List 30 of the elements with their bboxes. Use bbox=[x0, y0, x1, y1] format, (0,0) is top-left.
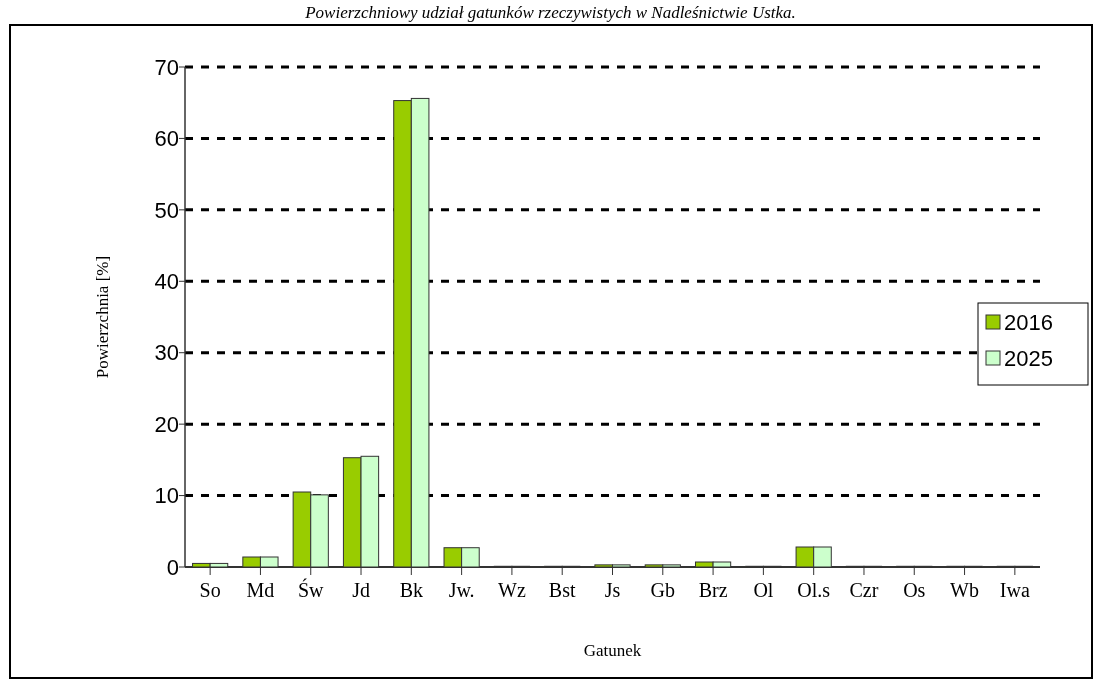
chart-title: Powierzchniowy udział gatunków rzeczywistych w Nadleśnictwie Ustka. bbox=[304, 3, 796, 22]
x-tick-label: Św bbox=[297, 578, 325, 601]
x-tick-label: Brz bbox=[698, 579, 728, 601]
legend-label: 2025 bbox=[1004, 345, 1053, 371]
x-tick-label: Md bbox=[246, 579, 275, 601]
x-tick-label: Os bbox=[903, 579, 926, 601]
y-tick-label: 20 bbox=[154, 411, 179, 437]
x-tick-label: Wz bbox=[498, 579, 526, 601]
x-tick-label: Jw. bbox=[448, 579, 475, 601]
x-tick-label: Gb bbox=[650, 579, 676, 601]
legend-label: 2016 bbox=[1004, 309, 1053, 335]
x-tick-label: Bst bbox=[548, 579, 576, 601]
x-tick-label: Iwa bbox=[999, 579, 1030, 601]
y-tick-label: 40 bbox=[154, 268, 179, 294]
y-tick-label: 10 bbox=[154, 483, 179, 509]
y-tick-label: 30 bbox=[154, 340, 179, 366]
x-tick-label: Czr bbox=[849, 579, 879, 601]
x-tick-label: Wb bbox=[950, 579, 979, 601]
x-axis-title: Gatunek bbox=[583, 641, 642, 660]
y-axis-title: Powierzchnia [%] bbox=[93, 255, 112, 379]
y-tick-label: 50 bbox=[154, 197, 179, 223]
x-tick-label: Ol bbox=[753, 579, 774, 601]
x-tick-label: Bk bbox=[399, 579, 423, 601]
y-tick-label: 60 bbox=[154, 126, 179, 152]
y-tick-label: 70 bbox=[154, 54, 179, 80]
y-tick-label: 0 bbox=[166, 554, 179, 580]
x-tick-label: Js bbox=[604, 579, 621, 601]
x-tick-label: So bbox=[199, 579, 221, 601]
x-tick-label: Jd bbox=[352, 579, 370, 601]
x-tick-label: Ol.s bbox=[797, 579, 831, 601]
